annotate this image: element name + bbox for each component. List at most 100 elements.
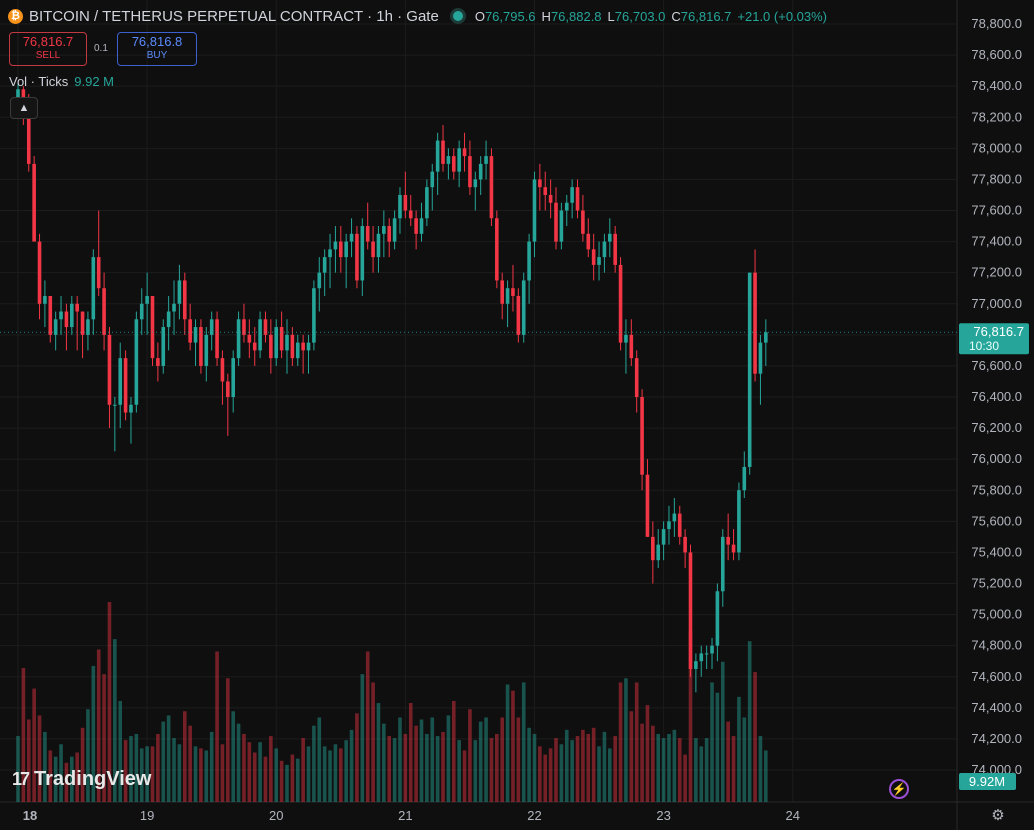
candle-body: [258, 319, 262, 351]
candle-body: [172, 303, 176, 312]
candle-body: [285, 334, 289, 351]
candle-body: [134, 319, 139, 405]
volume-bar: [16, 736, 20, 802]
volume-bar: [570, 740, 574, 802]
candle-body: [32, 163, 36, 242]
volume-bar: [161, 721, 166, 802]
volume-bar: [376, 703, 381, 802]
tradingview-logo[interactable]: 17 TradingView: [12, 768, 151, 791]
candle-body: [468, 156, 472, 188]
candle-body: [570, 187, 574, 203]
candle-body: [96, 257, 101, 289]
candle-body: [694, 661, 698, 669]
volume-bar: [355, 713, 359, 802]
volume-bar: [747, 641, 752, 802]
volume-bar: [398, 717, 402, 802]
volume-bar: [581, 729, 585, 802]
time-axis[interactable]: 18 19 20 21 22 23 24: [23, 808, 800, 823]
candle-body: [564, 202, 569, 211]
lightning-icon[interactable]: ⚡: [889, 779, 909, 799]
candle-body: [129, 404, 133, 413]
candle-body: [204, 334, 209, 366]
price-tick-label: 78,800.0: [971, 16, 1022, 31]
low-label: L: [607, 8, 615, 24]
candles: [16, 83, 768, 693]
candle-body: [290, 334, 295, 359]
volume-bar: [333, 744, 338, 802]
volume-bar: [462, 750, 467, 802]
volume-bar: [538, 746, 542, 802]
candle-body: [64, 311, 69, 328]
volume-bar: [699, 746, 704, 802]
volume-bar: [258, 742, 262, 802]
close-label: C: [671, 8, 681, 24]
volume-bar: [694, 738, 698, 802]
candle-body: [699, 653, 704, 662]
candle-body: [355, 233, 359, 281]
candle-body: [720, 536, 725, 592]
candle-body: [48, 295, 53, 335]
chevron-up-icon[interactable]: ▲: [10, 97, 38, 119]
price-tick-label: 77,800.0: [971, 171, 1022, 186]
volume-bar: [226, 678, 230, 802]
volume-bar: [543, 754, 548, 802]
volume-bar: [392, 738, 397, 802]
volume-bar: [279, 760, 284, 802]
candle-body: [645, 474, 650, 537]
volume-bar: [86, 709, 90, 802]
volume-legend[interactable]: Vol · Ticks 9.92 M: [9, 74, 114, 89]
volume-bar: [312, 725, 316, 802]
sell-label: SELL: [35, 50, 61, 61]
candle-body: [145, 295, 149, 304]
candle-body: [150, 295, 155, 359]
volume-bar: [274, 748, 279, 802]
candle-body: [102, 288, 106, 335]
price-tick-label: 75,800.0: [971, 482, 1022, 497]
volume-bar: [64, 762, 69, 802]
sell-button[interactable]: 76,816.7 SELL: [9, 32, 87, 66]
time-tick-label: 22: [527, 808, 541, 823]
volume-bar: [134, 733, 139, 802]
volume-bar: [419, 719, 424, 802]
price-tick-label: 75,000.0: [971, 607, 1022, 622]
low-value: 76,703.0: [614, 8, 666, 24]
buy-button[interactable]: 76,816.8 BUY: [117, 32, 197, 66]
gear-icon[interactable]: ⚙: [991, 807, 1005, 824]
price-tick-label: 77,600.0: [971, 203, 1022, 218]
market-status-icon[interactable]: [452, 11, 463, 21]
symbol-title[interactable]: BITCOIN / TETHERUS PERPETUAL CONTRACT · …: [29, 7, 439, 25]
candle-body: [731, 544, 736, 553]
volume-bar: [145, 746, 149, 802]
candle-body: [263, 319, 268, 335]
volume-bar: [247, 742, 252, 802]
volume-bar: [688, 630, 693, 802]
candle-body: [252, 342, 257, 351]
candle-body: [629, 334, 634, 359]
candle-body: [559, 210, 564, 242]
volume-bar: [425, 733, 429, 802]
price-tick-label: 77,200.0: [971, 265, 1022, 280]
candle-body: [392, 218, 397, 242]
candle-body: [495, 218, 499, 281]
candle-body: [376, 233, 381, 258]
candle-body: [602, 241, 607, 258]
candle-body: [446, 156, 451, 164]
price-axis[interactable]: 74,000.074,200.074,400.074,600.074,800.0…: [971, 16, 1022, 777]
candle-body: [425, 187, 429, 219]
candle-body: [419, 218, 424, 234]
price-tick-label: 78,000.0: [971, 140, 1022, 155]
candle-body: [209, 319, 214, 335]
volume-bar: [290, 754, 295, 802]
volume-bar: [322, 746, 327, 802]
volume-bar: [403, 733, 408, 802]
volume-bar: [91, 665, 96, 802]
volume-bar: [645, 705, 650, 802]
volume-bar: [371, 682, 375, 802]
volume-bar: [548, 748, 553, 802]
symbol-header[interactable]: ₿ BITCOIN / TETHERUS PERPETUAL CONTRACT …: [8, 6, 827, 26]
volume-bar: [215, 651, 219, 802]
volume-bar: [204, 750, 209, 802]
volume-bar: [430, 717, 435, 802]
